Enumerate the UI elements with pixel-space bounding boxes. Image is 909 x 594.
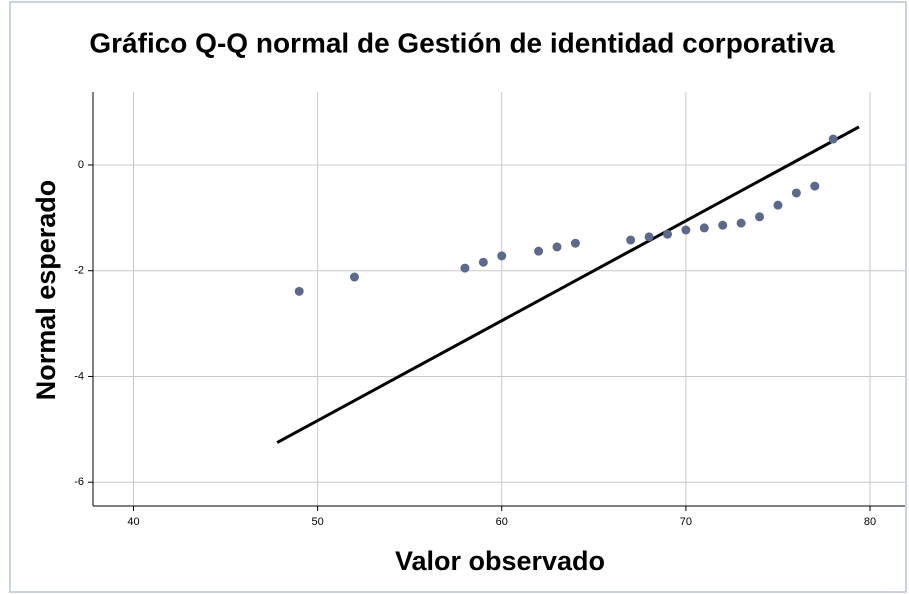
point [626,235,636,245]
y-axis-label: Normal esperado [31,180,61,401]
point [699,223,709,233]
point [662,229,672,239]
point [534,246,544,256]
y-tick-label: -6 [74,476,84,488]
point [552,242,562,252]
point [828,134,838,144]
y-tick-label: 0 [78,159,84,171]
point [460,263,470,273]
x-tick-label: 60 [496,516,508,528]
point [736,218,746,228]
reference-line [276,125,860,444]
y-tick-label: -4 [74,370,84,382]
x-tick-label: 70 [680,516,692,528]
point [773,200,783,210]
point [349,272,359,282]
x-tick-label: 50 [312,516,324,528]
point [791,188,801,198]
frame [9,1,907,593]
point [810,181,820,191]
chart-title: Gráfico Q-Q normal de Gestión de identid… [89,27,835,58]
y-tick-label: -2 [74,265,84,277]
point [681,225,691,235]
point [570,238,580,248]
x-axis-label: Valor observado [395,546,605,576]
x-tick-label: 80 [864,516,876,528]
point [478,257,488,267]
point [755,212,765,222]
point [718,220,728,230]
point [294,286,304,296]
x-tick-label: 40 [127,516,139,528]
point [644,232,654,242]
point [497,251,507,261]
